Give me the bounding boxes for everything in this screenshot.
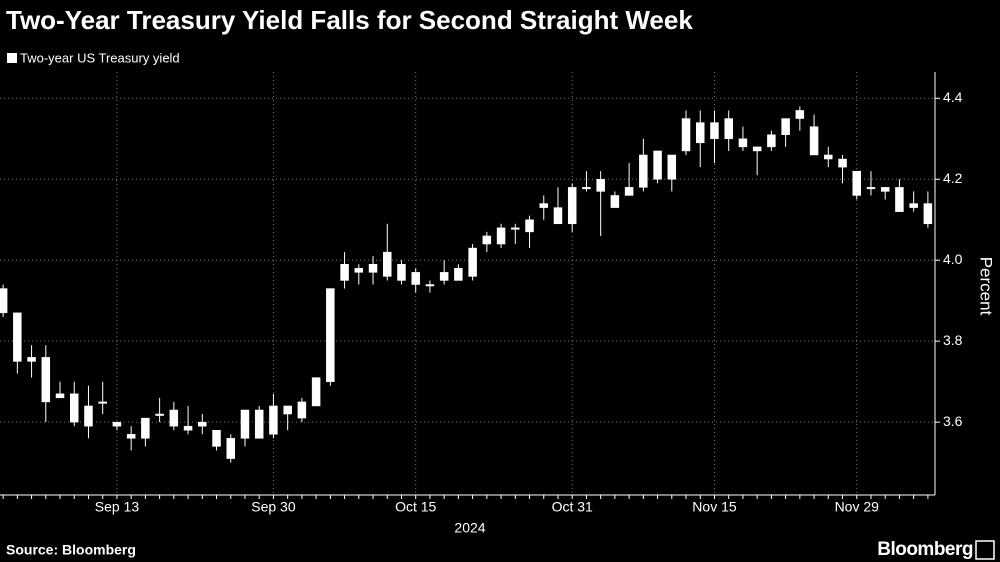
candle-body	[425, 284, 435, 287]
candle-body	[183, 425, 193, 431]
candle-body	[710, 122, 719, 140]
candle-body	[582, 187, 591, 190]
candle-body	[70, 393, 79, 423]
candle-body	[738, 138, 748, 148]
candle-body	[397, 264, 406, 281]
candle-body	[27, 357, 36, 362]
candle-body	[795, 110, 805, 119]
candle-body	[496, 227, 506, 245]
candle-body	[767, 134, 776, 148]
candle-body	[610, 195, 620, 208]
x-tick-label: Nov 15	[692, 499, 737, 515]
candle-body	[752, 146, 762, 152]
candle-body	[596, 179, 605, 192]
candle-body	[525, 219, 534, 233]
candle-body	[824, 154, 833, 160]
candle-body	[13, 312, 22, 362]
candle-body	[781, 118, 790, 135]
candle-body	[226, 438, 235, 459]
candle-body	[55, 393, 65, 399]
candle-body	[624, 187, 634, 196]
candle-body	[169, 409, 179, 427]
candle-body	[639, 154, 648, 188]
candle-body	[696, 122, 705, 144]
candle-body	[411, 272, 420, 285]
candle-body	[909, 203, 918, 208]
candle-body	[439, 272, 449, 281]
candle-body	[326, 288, 335, 382]
candle-body	[240, 409, 250, 439]
x-axis-title: 2024	[454, 520, 485, 536]
candle-body	[724, 118, 733, 140]
x-tick-label: Sep 30	[251, 499, 296, 515]
candle-body	[311, 377, 321, 407]
source: Source: Bloomberg	[6, 542, 136, 558]
y-tick-label: 3.8	[943, 332, 963, 348]
candle-body	[895, 187, 904, 212]
candle-body	[454, 268, 463, 281]
logo: Bloomberg	[877, 539, 973, 560]
y-tick-label: 4.0	[943, 251, 963, 267]
candle-body	[553, 207, 563, 225]
candle-body	[141, 417, 150, 439]
candle-body	[368, 264, 378, 273]
y-axis-title: Percent	[977, 257, 996, 316]
chart-title: Two-Year Treasury Yield Falls for Second…	[6, 5, 693, 35]
candle-body	[539, 203, 548, 208]
y-tick-label: 4.2	[943, 170, 963, 186]
logo-icon	[975, 540, 995, 560]
candle-body	[866, 187, 876, 190]
candle-body	[880, 187, 890, 192]
x-tick-label: Oct 31	[552, 499, 593, 515]
candle-body	[126, 434, 136, 439]
candle-body	[112, 421, 122, 427]
x-tick-label: Nov 29	[835, 499, 880, 515]
candle-body	[653, 150, 662, 180]
candle-body	[269, 405, 278, 435]
y-tick-label: 3.6	[943, 413, 963, 429]
legend-label: Two-year US Treasury yield	[20, 50, 180, 65]
candle-body	[468, 247, 477, 277]
x-tick-label: Oct 15	[395, 499, 436, 515]
candle-body	[852, 170, 861, 196]
candle-body	[283, 405, 292, 415]
candle-body	[0, 288, 8, 314]
candle-body	[482, 235, 492, 245]
candle-body	[155, 413, 164, 416]
candle-body	[923, 203, 933, 225]
candle-body	[297, 401, 307, 419]
candle-body	[198, 421, 207, 427]
candle-body	[41, 357, 51, 403]
candle-body	[809, 126, 819, 156]
candle-body	[511, 227, 520, 230]
candle-body	[838, 158, 847, 168]
candle-body	[567, 187, 577, 225]
candle-body	[254, 409, 264, 439]
y-tick-label: 4.4	[943, 89, 963, 105]
candle-body	[84, 405, 93, 427]
candle-body	[212, 429, 221, 447]
candle-body	[383, 251, 392, 277]
candle-body	[354, 268, 364, 273]
candle-body	[340, 264, 349, 281]
x-tick-label: Sep 13	[95, 499, 140, 515]
candle-body	[98, 401, 107, 404]
legend-swatch	[7, 53, 17, 63]
candle-body	[667, 154, 677, 180]
candle-body	[681, 118, 691, 152]
